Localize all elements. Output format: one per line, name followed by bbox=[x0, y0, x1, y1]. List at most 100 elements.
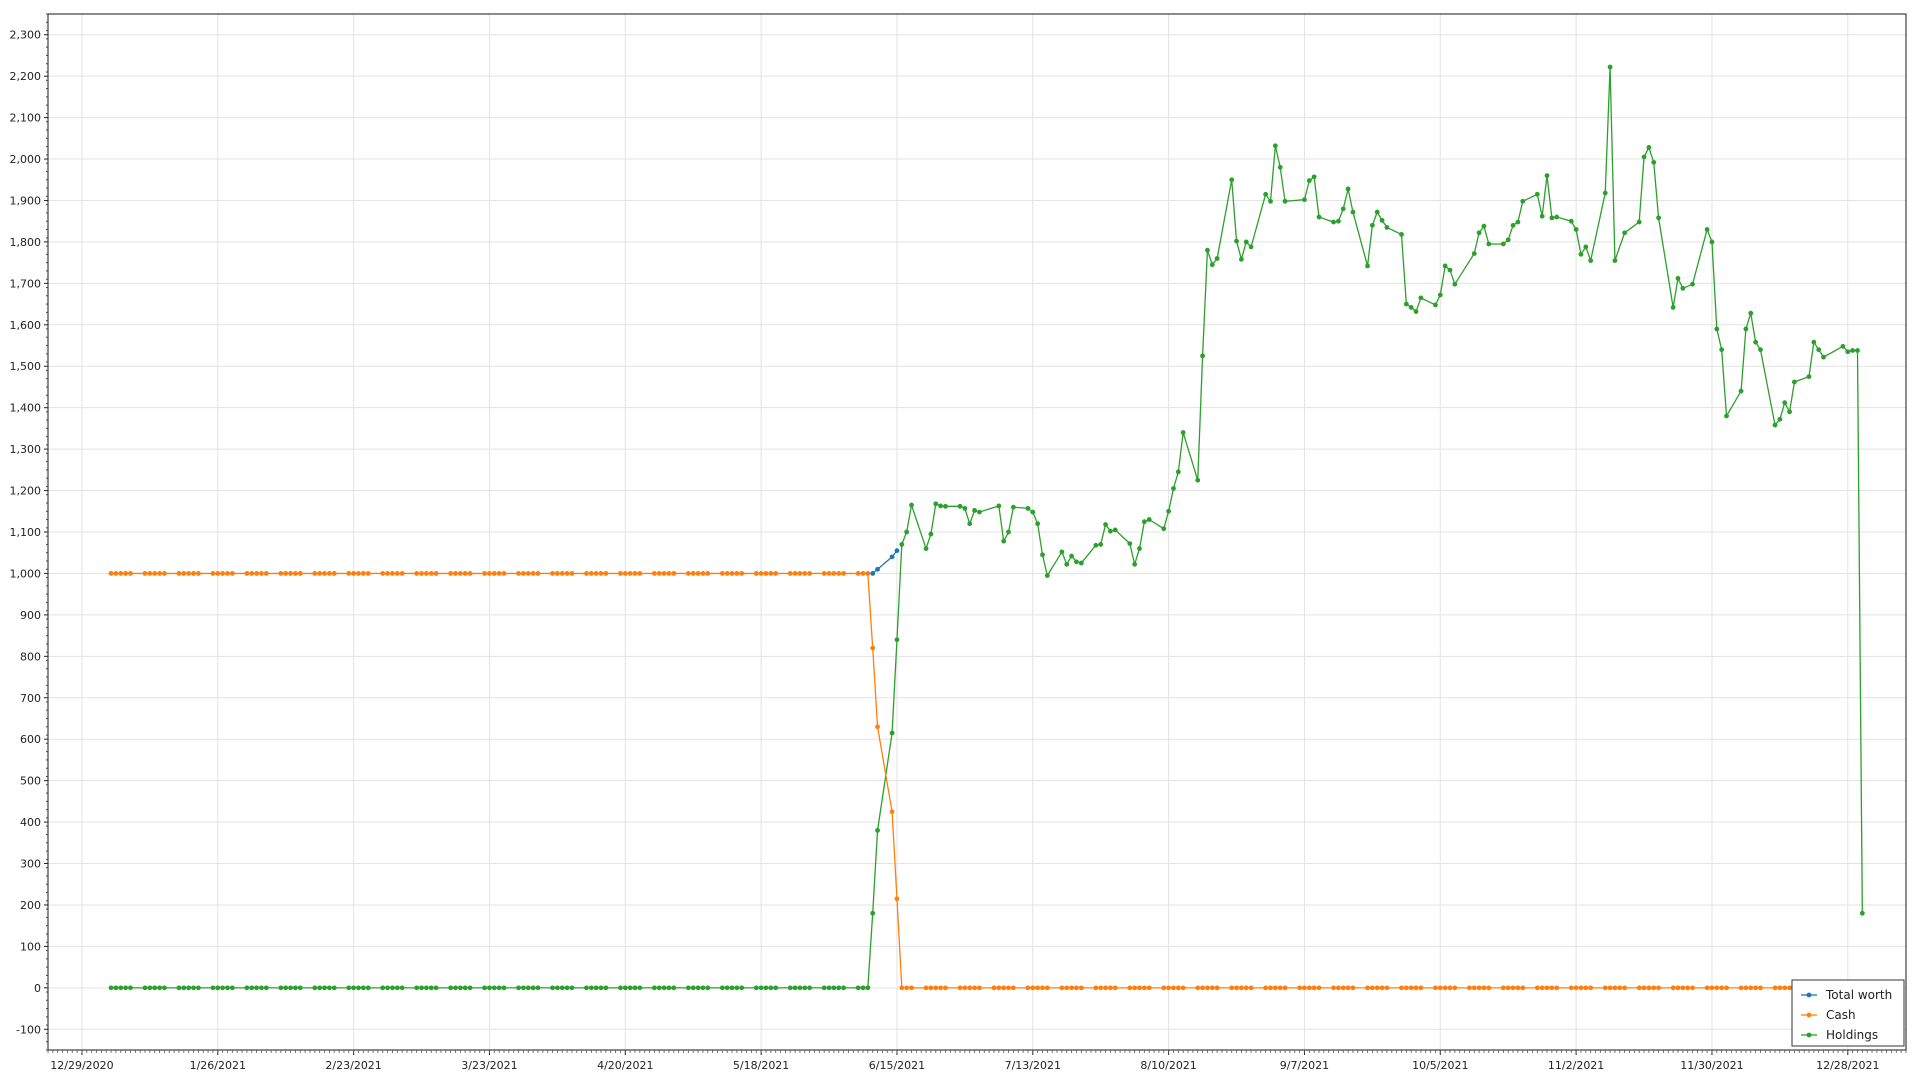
data-point-cash bbox=[433, 571, 439, 576]
grid-lines bbox=[48, 14, 1906, 1050]
data-point-holdings bbox=[933, 501, 939, 507]
data-point-cash bbox=[351, 571, 357, 576]
data-point-holdings bbox=[1602, 190, 1608, 196]
data-point-holdings bbox=[758, 985, 764, 991]
data-point-holdings bbox=[433, 985, 439, 991]
data-point-holdings bbox=[1234, 238, 1239, 244]
x-tick-label: 2/23/2021 bbox=[325, 1059, 381, 1072]
data-point-cash bbox=[346, 571, 352, 576]
data-point-total-worth bbox=[875, 566, 880, 572]
data-point-cash bbox=[1350, 985, 1356, 991]
data-point-cash bbox=[967, 985, 973, 991]
data-point-holdings bbox=[1214, 256, 1220, 261]
y-tick-label: 2,000 bbox=[10, 153, 42, 166]
data-point-holdings bbox=[1646, 145, 1652, 150]
data-point-holdings bbox=[1336, 218, 1341, 224]
data-point-holdings bbox=[1777, 416, 1783, 422]
data-point-holdings bbox=[957, 503, 963, 509]
data-point-cash bbox=[734, 571, 740, 576]
data-point-cash bbox=[661, 571, 667, 576]
data-point-holdings bbox=[1476, 230, 1482, 236]
data-point-cash bbox=[1646, 985, 1652, 991]
data-point-cash bbox=[666, 571, 672, 576]
data-point-cash bbox=[554, 571, 560, 576]
data-point-holdings bbox=[1748, 310, 1754, 316]
y-tick-label: 100 bbox=[20, 940, 41, 953]
data-point-cash bbox=[1161, 985, 1167, 991]
data-point-holdings bbox=[1399, 232, 1404, 237]
x-tick-label: 4/20/2021 bbox=[597, 1059, 653, 1072]
data-point-holdings bbox=[162, 985, 167, 991]
data-point-holdings bbox=[1622, 230, 1628, 236]
x-tick-label: 8/10/2021 bbox=[1140, 1059, 1196, 1072]
data-point-cash bbox=[1229, 985, 1235, 991]
data-point-cash bbox=[491, 571, 497, 576]
data-point-holdings bbox=[802, 985, 808, 991]
data-point-holdings bbox=[195, 985, 201, 991]
data-point-holdings bbox=[1534, 191, 1540, 197]
data-point-holdings bbox=[535, 985, 541, 991]
data-point-holdings bbox=[181, 985, 187, 991]
data-point-holdings bbox=[962, 505, 968, 511]
data-point-holdings bbox=[1724, 413, 1729, 419]
data-point-holdings bbox=[1583, 244, 1589, 250]
data-point-cash bbox=[496, 571, 502, 576]
data-point-cash bbox=[1690, 985, 1695, 991]
data-point-holdings bbox=[501, 985, 507, 991]
data-point-cash bbox=[356, 571, 361, 576]
data-point-cash bbox=[1137, 985, 1142, 991]
data-point-holdings bbox=[637, 985, 643, 991]
data-point-holdings bbox=[671, 985, 677, 991]
data-point-cash bbox=[768, 571, 774, 576]
data-point-holdings bbox=[865, 985, 871, 991]
data-point-cash bbox=[588, 571, 594, 576]
y-tick-label: 1,300 bbox=[10, 443, 42, 456]
data-point-cash bbox=[191, 571, 196, 576]
data-point-cash bbox=[1209, 985, 1215, 991]
data-point-cash bbox=[1714, 985, 1720, 991]
data-point-holdings bbox=[1040, 552, 1045, 558]
data-point-holdings bbox=[972, 508, 977, 513]
data-point-holdings bbox=[399, 985, 405, 991]
data-point-holdings bbox=[894, 637, 900, 643]
data-point-holdings bbox=[191, 985, 196, 991]
data-point-holdings bbox=[1811, 339, 1817, 345]
data-point-holdings bbox=[1137, 546, 1142, 551]
data-point-cash bbox=[521, 571, 526, 576]
data-point-holdings bbox=[1433, 302, 1438, 308]
data-point-cash bbox=[957, 985, 963, 991]
data-point-cash bbox=[1336, 985, 1341, 991]
data-point-holdings bbox=[521, 985, 526, 991]
data-point-cash bbox=[909, 985, 914, 991]
data-point-holdings bbox=[1568, 218, 1574, 224]
data-point-holdings bbox=[870, 910, 876, 916]
data-point-cash bbox=[1374, 985, 1380, 991]
data-point-holdings bbox=[1195, 477, 1201, 483]
data-point-cash bbox=[1719, 985, 1725, 991]
data-point-holdings bbox=[1282, 198, 1288, 204]
data-point-holdings bbox=[244, 985, 250, 991]
data-point-cash bbox=[1166, 985, 1172, 991]
data-point-holdings bbox=[331, 985, 337, 991]
data-point-cash bbox=[525, 571, 531, 576]
data-point-holdings bbox=[1069, 553, 1074, 559]
data-point-holdings bbox=[1306, 178, 1312, 183]
data-point-holdings bbox=[1753, 339, 1759, 345]
data-point-cash bbox=[278, 571, 284, 576]
data-point-cash bbox=[1316, 985, 1322, 991]
data-point-holdings bbox=[690, 985, 696, 991]
data-point-cash bbox=[1205, 985, 1210, 991]
data-point-holdings bbox=[482, 985, 488, 991]
data-point-holdings bbox=[1515, 219, 1521, 225]
data-point-cash bbox=[1074, 985, 1079, 991]
data-point-holdings bbox=[351, 985, 357, 991]
data-point-cash bbox=[467, 571, 473, 576]
series-total-worth bbox=[870, 548, 900, 576]
data-point-cash bbox=[1059, 985, 1065, 991]
data-point-holdings bbox=[923, 546, 929, 551]
data-point-holdings bbox=[1539, 213, 1545, 219]
data-point-cash bbox=[229, 571, 235, 576]
data-point-cash bbox=[1442, 985, 1448, 991]
data-point-holdings bbox=[1408, 305, 1414, 310]
data-point-holdings bbox=[113, 985, 119, 991]
